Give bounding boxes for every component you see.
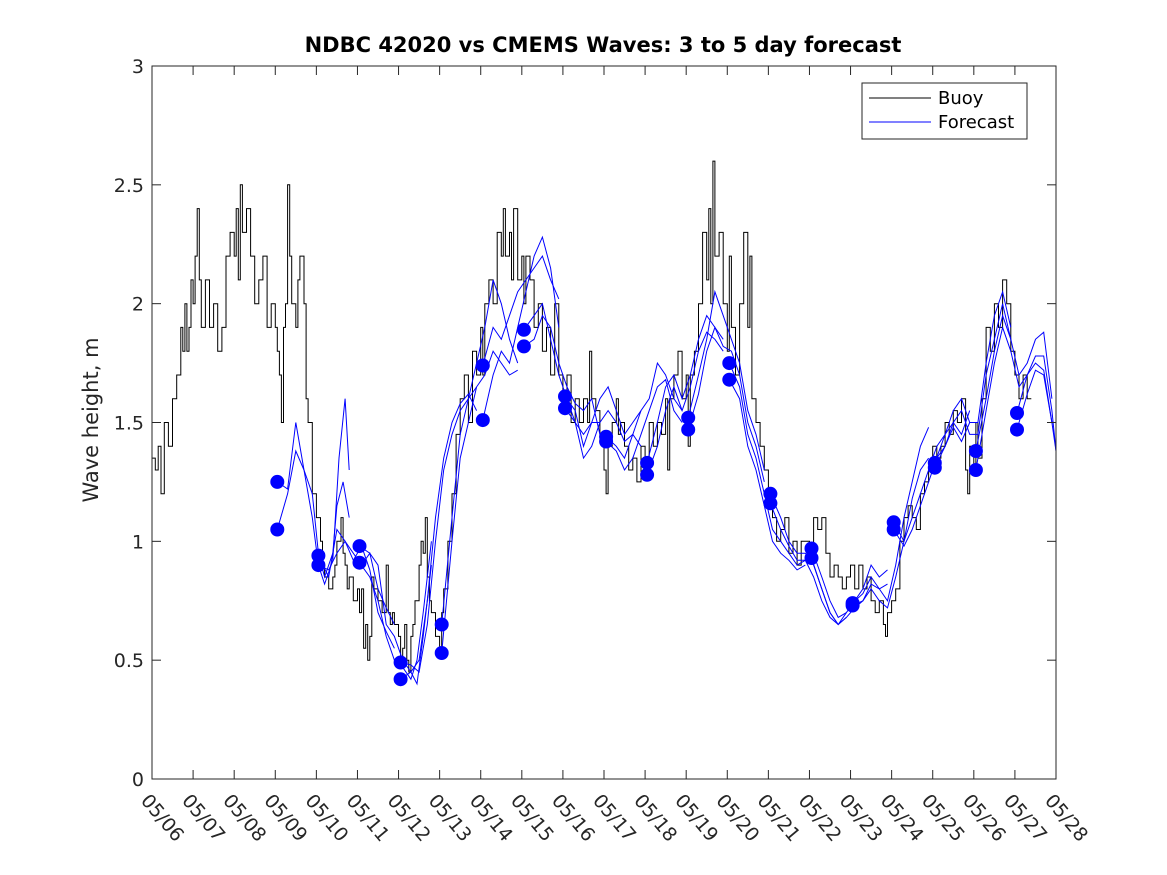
forecast-line <box>728 379 806 571</box>
forecast-line <box>400 393 478 680</box>
forecast-line <box>646 331 724 475</box>
forecast-marker <box>599 434 614 449</box>
forecast-marker <box>516 322 531 337</box>
legend-buoy-label: Buoy <box>938 88 984 109</box>
y-tick-label: 2.5 <box>114 175 144 197</box>
y-tick-label: 3 <box>132 56 144 78</box>
forecast-marker <box>968 444 983 458</box>
forecast-line <box>811 557 888 626</box>
forecast-line <box>523 314 601 435</box>
forecast-line <box>852 427 930 604</box>
forecast-marker <box>270 474 285 489</box>
forecast-marker <box>558 389 572 404</box>
forecast-marker <box>722 356 737 371</box>
forecast-line <box>564 407 642 460</box>
forecast-line <box>400 386 478 673</box>
forecast-line <box>769 503 847 626</box>
forecast-marker <box>270 522 285 537</box>
forecast-marker <box>681 410 696 425</box>
y-tick-label: 0 <box>132 769 144 791</box>
y-axis-label: Wave height, m <box>79 337 103 502</box>
forecast-line <box>687 326 765 483</box>
axes-background <box>152 66 1056 779</box>
y-tick-label: 2 <box>132 294 144 316</box>
marker-layer <box>270 322 1024 687</box>
forecast-marker <box>1010 422 1024 437</box>
forecast-line <box>482 255 560 366</box>
forecast-line <box>441 279 519 625</box>
forecast-line <box>646 314 724 464</box>
forecast-line <box>359 545 432 686</box>
y-tick-label: 1 <box>132 531 144 553</box>
forecast-marker <box>434 646 449 660</box>
y-tick-label: 1.5 <box>114 413 144 435</box>
forecast-marker <box>475 358 490 373</box>
y-ticks: 0 0.5 1 1.5 2 2.5 3 <box>114 56 1056 791</box>
forecast-marker <box>722 372 737 387</box>
forecast-line <box>934 303 1012 468</box>
buoy-layer <box>152 160 1032 673</box>
forecast-line <box>975 325 1053 471</box>
legend-box <box>861 82 1028 140</box>
forecast-marker <box>352 555 367 570</box>
forecast-marker <box>640 455 655 470</box>
forecast-line <box>934 289 1012 464</box>
forecast-marker <box>558 401 572 416</box>
forecast-marker <box>311 558 326 573</box>
legend: Buoy Forecast <box>861 82 1028 140</box>
forecast-marker <box>475 413 490 428</box>
legend-forecast-label: Forecast <box>938 112 1014 133</box>
plot-area: 00.511.522.53 05/0605/0705/0805/0905/100… <box>114 56 1092 846</box>
forecast-marker <box>968 463 983 477</box>
y-tick-label: 0.5 <box>114 650 144 672</box>
forecast-marker <box>681 422 696 437</box>
forecast-line <box>1016 355 1057 452</box>
forecast-marker <box>352 539 367 554</box>
forecast-marker <box>763 496 778 511</box>
forecast-line <box>605 378 683 472</box>
forecast-line <box>605 361 683 460</box>
forecast-line <box>1016 369 1057 452</box>
forecast-marker <box>393 655 408 670</box>
forecast-marker <box>927 460 942 475</box>
chart-title: NDBC 42020 vs CMEMS Waves: 3 to 5 day fo… <box>305 33 902 57</box>
forecast-line <box>728 362 806 566</box>
forecast-line <box>523 302 600 436</box>
forecast-marker <box>1010 406 1024 420</box>
forecast-line <box>564 385 642 449</box>
forecast-line <box>852 457 930 609</box>
forecast-line <box>482 235 560 421</box>
forecast-marker <box>886 522 901 537</box>
forecast-line <box>441 350 518 654</box>
forecast-marker <box>640 467 655 482</box>
forecast-layer <box>276 235 1057 686</box>
forecast-marker <box>845 598 860 613</box>
forecast-marker <box>393 672 408 687</box>
forecast-line <box>687 289 765 471</box>
forecast-marker <box>804 551 819 565</box>
forecast-line <box>975 313 1053 452</box>
buoy-line <box>152 160 1032 673</box>
forecast-line <box>318 540 395 649</box>
forecast-marker <box>434 617 449 632</box>
forecast-marker <box>516 339 531 354</box>
